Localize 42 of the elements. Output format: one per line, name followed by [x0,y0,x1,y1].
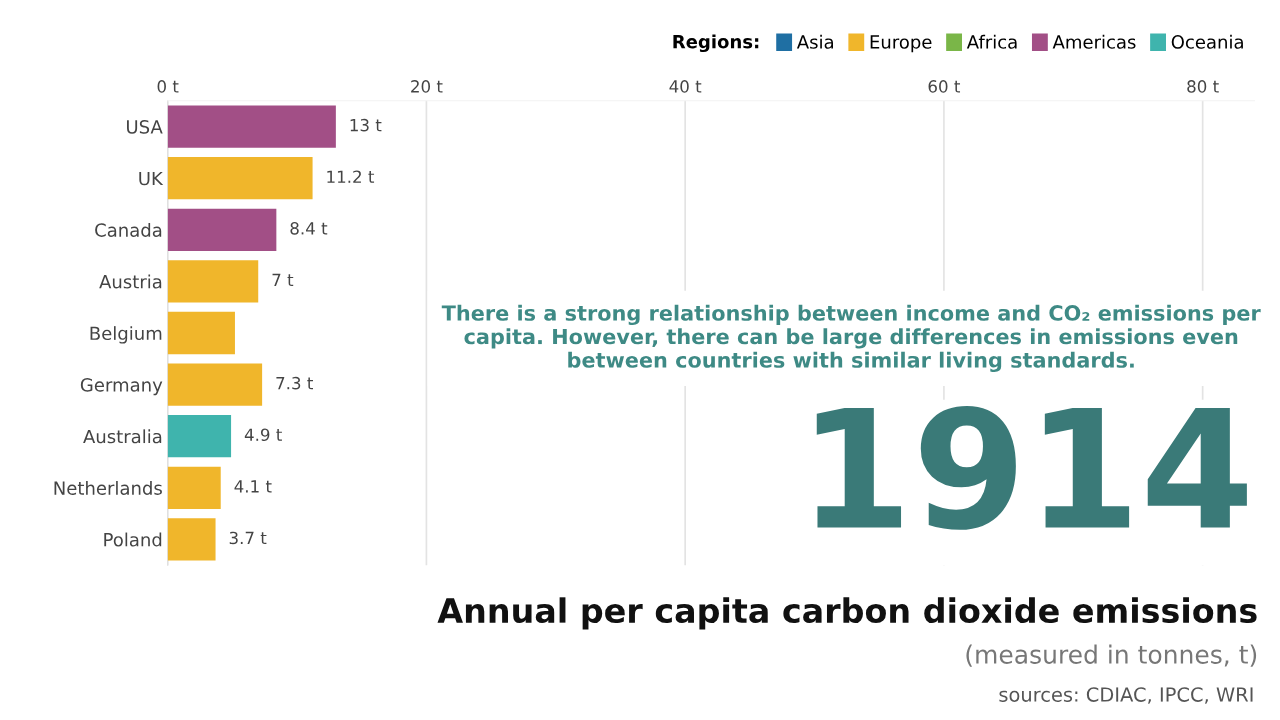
legend-label: Africa [966,34,1017,49]
bar [167,260,259,303]
text: (measured in tonnes, t) [966,644,1257,667]
legend-label: Americas [1052,34,1136,49]
y-tick-label: Germany [80,378,163,396]
x-tick-label: 80 t [1187,80,1219,93]
y-tick-label: USA [127,120,163,134]
legend-label: Oceania [1171,34,1243,49]
annotation: There is a strong relationship between income and CO₂ emissions per capita. However, there can be large differences in emissions even between countries with similar living standards. [441,304,1261,373]
annotation: 1914 [816,406,1247,530]
y-tick-label: UK [139,171,164,186]
y-tick-label: Austria [99,274,162,289]
bar [167,466,221,509]
bar [167,105,336,148]
x-tick-label: 60 t [928,80,961,93]
text: 4.9 t [244,428,282,442]
y-tick-label: Poland [104,532,162,547]
bar [167,518,216,561]
text: 7.3 t [276,376,313,390]
legend-title: Regions: [673,34,759,53]
text: Annual per capita carbon dioxide emissions [437,597,1257,630]
text: 8.4 t [290,222,328,235]
text: 7 t [272,273,294,286]
text: 11.2 t [327,170,375,183]
bar [167,363,263,406]
legend-label: Asia [796,34,833,49]
bar [167,157,313,200]
y-tick-label: Canada [95,222,162,237]
text: 13 t [350,118,382,132]
text: 4.1 t [234,480,272,493]
bar [167,311,235,355]
bar [167,415,232,458]
source-note: sources: CDIAC, IPCC, WRI [999,687,1253,704]
y-tick-label: Belgium [90,326,162,344]
y-tick-label: Australia [83,429,162,444]
bar [167,208,277,251]
y-tick-label: Netherlands [54,480,162,495]
legend-label: Europe [870,35,932,53]
text: 3.7 t [229,531,267,545]
x-tick-label: 20 t [411,80,443,93]
x-tick-label: 40 t [669,80,702,93]
x-tick-label: 0 t [157,80,179,93]
